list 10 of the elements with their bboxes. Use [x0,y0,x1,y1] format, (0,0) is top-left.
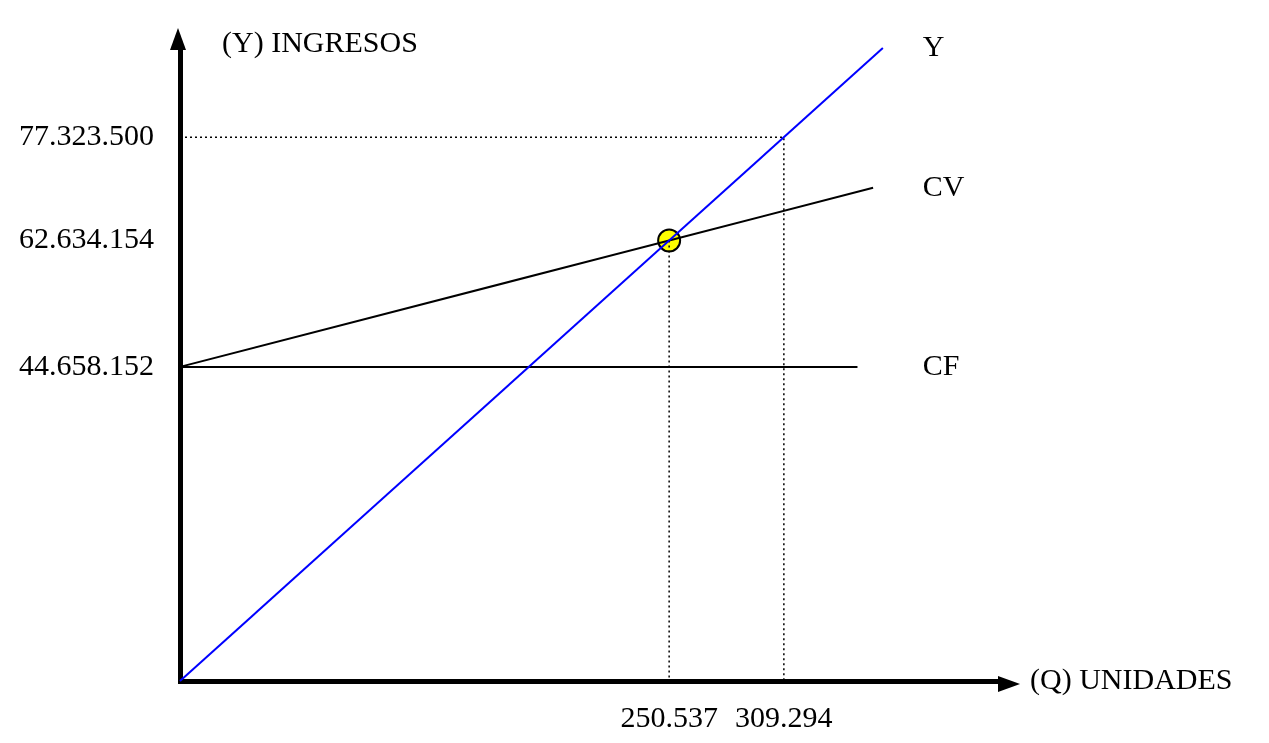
x-tick-label: 309.294 [735,699,833,733]
series-label: CV [922,168,965,202]
text: CF [922,347,960,381]
y-axis-title: (Y) INGRESOS [222,24,418,59]
x-axis-title: (Q) UNIDADES [1030,661,1233,696]
series-label: Y [922,28,945,62]
y-tick-label: 44.658.152 [19,347,154,381]
x-tick-label: 250.537 [620,699,718,733]
y-tick-label: 62.634.154 [19,221,154,255]
y-tick-label: 77.323.500 [19,118,154,152]
